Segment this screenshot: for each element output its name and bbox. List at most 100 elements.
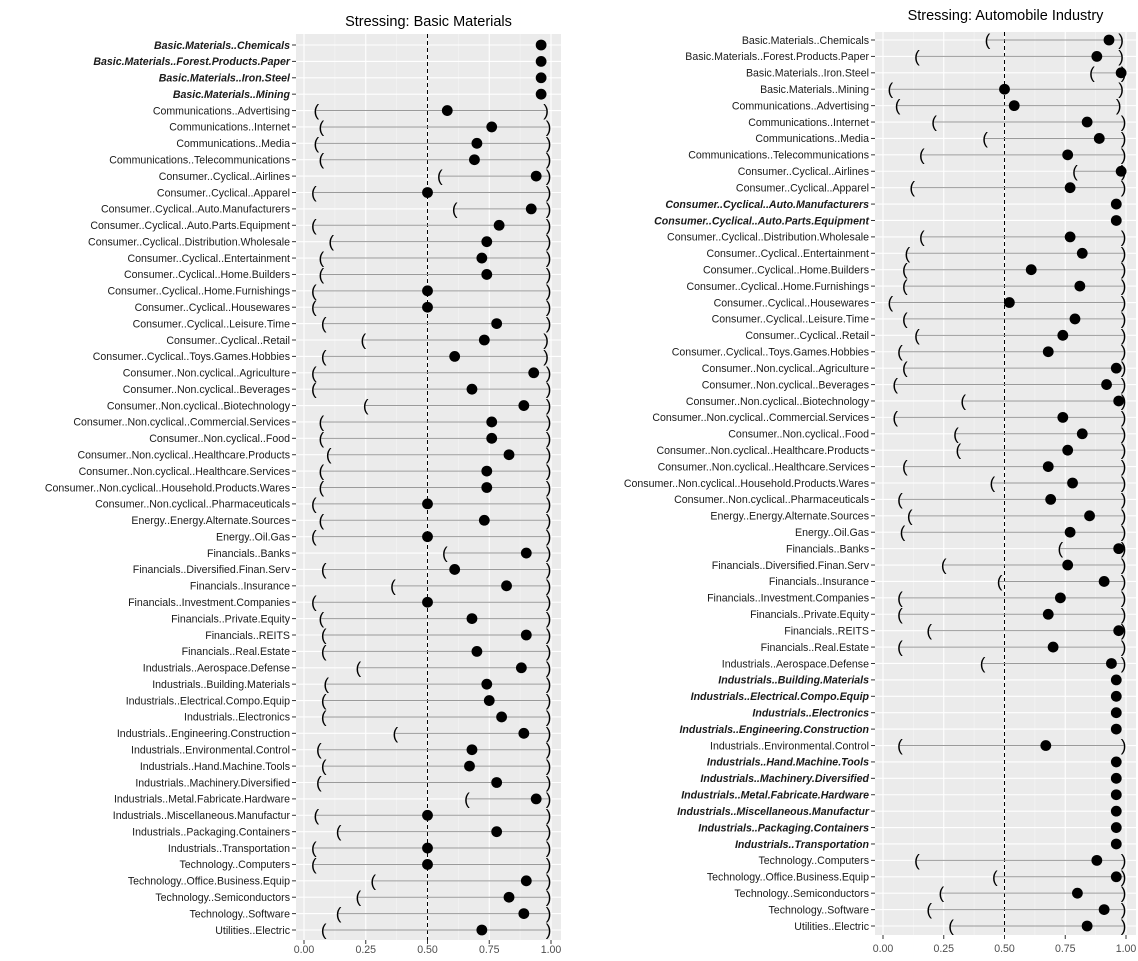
interval-upper-bracket: ) (546, 839, 552, 858)
interval-upper-bracket: ) (1121, 260, 1127, 279)
interval-lower-bracket: ( (997, 572, 1003, 591)
y-tick-label: Consumer..Cyclical..Distribution.Wholesa… (667, 232, 869, 244)
interval-lower-bracket: ( (887, 293, 893, 312)
interval-upper-bracket: ) (1121, 523, 1127, 542)
interval-upper-bracket: ) (546, 281, 552, 300)
interval-lower-bracket: ( (442, 544, 448, 563)
interval-upper-bracket: ) (546, 117, 552, 136)
y-tick-label: Consumer..Cyclical..Auto.Manufacturers (665, 199, 869, 211)
point-estimate (1047, 641, 1059, 653)
point-estimate (491, 777, 503, 788)
interval-upper-bracket: ) (1121, 867, 1127, 886)
interval-lower-bracket: ( (992, 867, 998, 886)
interval-lower-bracket: ( (926, 621, 932, 640)
interval-lower-bracket: ( (926, 900, 932, 919)
y-tick-label: Communications..Media (755, 133, 869, 145)
x-tick-label: 0.00 (873, 943, 894, 955)
point-estimate (503, 449, 515, 461)
y-tick-label: Financials..Real.Estate (182, 646, 290, 658)
interval-lower-bracket: ( (370, 871, 376, 890)
point-estimate (1057, 411, 1069, 423)
interval-lower-bracket: ( (953, 424, 959, 443)
y-tick-label: Consumer..Non.cyclical..Agriculture (702, 363, 869, 375)
interval-lower-bracket: ( (897, 638, 903, 657)
interval-upper-bracket: ) (1121, 884, 1127, 903)
point-estimate (1113, 395, 1125, 407)
interval-lower-bracket: ( (316, 773, 322, 792)
interval-lower-bracket: ( (311, 298, 317, 317)
y-tick-label: Consumer..Non.cyclical..Biotechnology (686, 396, 870, 408)
interval-upper-bracket: ) (546, 675, 552, 694)
y-tick-label: Industrials..Machinery.Diversified (700, 773, 869, 785)
y-tick-label: Consumer..Non.cyclical..Pharmaceuticals (674, 494, 869, 506)
interval-lower-bracket: ( (318, 265, 324, 284)
interval-upper-bracket: ) (1118, 80, 1124, 99)
y-tick-label: Technology..Semiconductors (155, 892, 290, 904)
interval-lower-bracket: ( (1058, 539, 1064, 558)
x-tick-label: 0.50 (994, 943, 1015, 955)
y-tick-label: Consumer..Cyclical..Home.Builders (703, 265, 869, 277)
interval-upper-bracket: ) (1121, 605, 1127, 624)
point-estimate (1106, 658, 1117, 669)
y-tick-label: Basic.Materials..Iron.Steel (746, 68, 869, 80)
y-tick-label: Industrials..Electrical.Compo.Equip (691, 691, 870, 703)
point-estimate (1067, 477, 1078, 489)
point-estimate (469, 154, 480, 166)
y-tick-label: Consumer..Cyclical..Retail (166, 335, 290, 347)
y-tick-label: Industrials..Miscellaneous.Manufactur (677, 806, 870, 818)
interval-upper-bracket: ) (546, 871, 552, 890)
interval-upper-bracket: ) (546, 445, 552, 464)
interval-upper-bracket: ) (546, 888, 552, 907)
interval-lower-bracket: ( (393, 724, 399, 743)
interval-upper-bracket: ) (1121, 900, 1127, 919)
interval-upper-bracket: ) (546, 757, 552, 776)
interval-lower-bracket: ( (321, 691, 327, 710)
interval-lower-bracket: ( (318, 609, 324, 628)
interval-upper-bracket: ) (1121, 490, 1127, 509)
y-tick-label: Consumer..Cyclical..Toys.Games.Hobbies (93, 351, 290, 363)
y-tick-label: Financials..Private.Equity (750, 609, 870, 621)
interval-upper-bracket: ) (546, 560, 552, 579)
y-tick-label: Communications..Internet (748, 117, 869, 129)
interval-upper-bracket: ) (546, 822, 552, 841)
point-estimate (1110, 707, 1122, 719)
interval-lower-bracket: ( (960, 391, 966, 410)
x-tick-label: 0.25 (933, 943, 954, 955)
point-estimate (1115, 165, 1127, 177)
interval-upper-bracket: ) (546, 396, 552, 415)
y-tick-label: Basic.Materials..Forest.Products.Paper (93, 56, 291, 68)
interval-upper-bracket: ) (1121, 736, 1127, 755)
point-estimate (1064, 182, 1076, 194)
interval-lower-bracket: ( (990, 474, 996, 493)
interval-upper-bracket: ) (1121, 474, 1127, 493)
point-estimate (422, 187, 433, 198)
point-estimate (476, 924, 488, 936)
point-estimate (481, 269, 493, 280)
interval-lower-bracket: ( (336, 904, 342, 923)
interval-upper-bracket: ) (1121, 375, 1127, 394)
y-tick-label: Industrials..Electronics (184, 712, 290, 724)
interval-upper-bracket: ) (546, 707, 552, 726)
interval-upper-bracket: ) (546, 593, 552, 612)
y-tick-label: Basic.Materials..Iron.Steel (159, 73, 291, 85)
point-estimate (1064, 526, 1076, 538)
y-tick-label: Financials..Insurance (769, 576, 869, 588)
interval-lower-bracket: ( (311, 839, 317, 858)
y-tick-label: Industrials..Electrical.Compo.Equip (126, 695, 290, 707)
interval-lower-bracket: ( (321, 707, 327, 726)
y-tick-label: Consumer..Cyclical..Home.Builders (124, 269, 290, 281)
interval-upper-bracket: ) (546, 642, 552, 661)
interval-lower-bracket: ( (897, 342, 903, 361)
interval-lower-bracket: ( (892, 408, 898, 427)
interval-lower-bracket: ( (907, 506, 913, 525)
point-estimate (525, 203, 537, 215)
point-estimate (1098, 904, 1110, 915)
point-estimate (520, 629, 532, 641)
y-tick-label: Consumer..Cyclical..Apparel (157, 187, 290, 199)
interval-lower-bracket: ( (326, 445, 332, 464)
point-estimate (1110, 674, 1122, 686)
point-estimate (1069, 313, 1081, 325)
y-tick-label: Industrials..Building.Materials (152, 679, 290, 691)
interval-lower-bracket: ( (311, 855, 317, 874)
